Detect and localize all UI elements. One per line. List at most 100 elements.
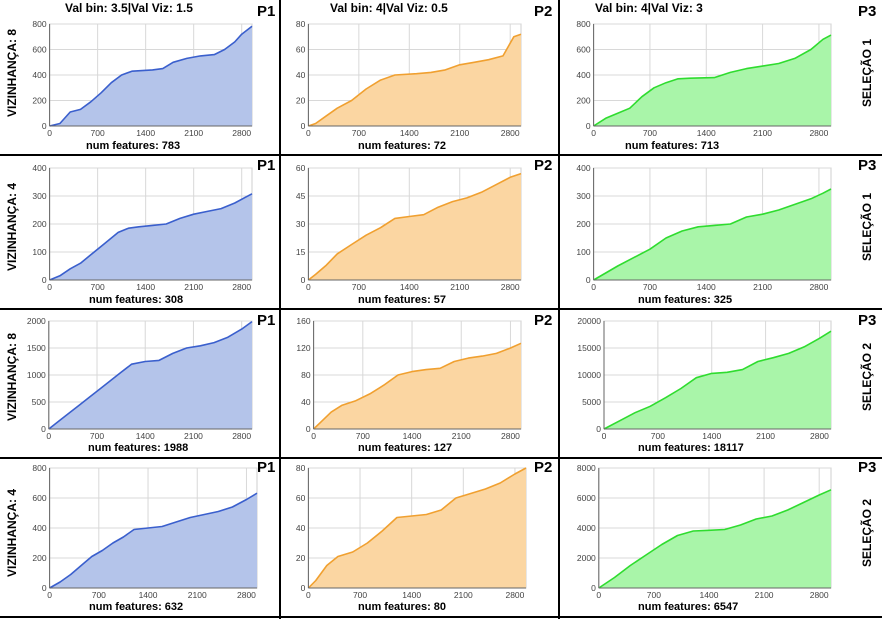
chart-svg: 0 200 400 600 800 0 700 1400 2100 2800 xyxy=(32,463,258,600)
x-tick-label: 0 xyxy=(47,128,52,138)
y-tick-label: 800 xyxy=(576,19,590,29)
y-tick-label: 100 xyxy=(32,247,46,257)
series-area xyxy=(48,321,252,429)
chart-svg: 0 20 40 60 80 0 700 1400 2100 2800 xyxy=(296,463,527,600)
x-tick-label: 2100 xyxy=(756,431,775,441)
y-tick-label: 80 xyxy=(301,370,311,380)
y-tick-label: 600 xyxy=(32,493,46,503)
x-tick-label: 2800 xyxy=(232,128,251,138)
y-tick-label: 60 xyxy=(296,163,306,173)
series-line xyxy=(313,342,522,430)
chart-caption: num features: 325 xyxy=(638,294,733,306)
y-tick-label: 400 xyxy=(576,163,590,173)
panel-label-p2: P2 xyxy=(534,459,553,476)
chart-cell-r4-p1: 0 200 400 600 800 0 700 1400 2100 2800 num feature… xyxy=(26,462,261,616)
y-tick-label: 200 xyxy=(32,553,46,563)
x-tick-label: 2100 xyxy=(450,282,469,292)
series-area xyxy=(604,331,831,429)
x-tick-label: 0 xyxy=(591,282,596,292)
column-title-p3: Val bin: 4|Val Viz: 3 xyxy=(595,1,703,15)
x-tick-label: 2800 xyxy=(809,282,828,292)
x-tick-label: 0 xyxy=(306,282,311,292)
chart-cell-r3-p1: 0 500 1000 1500 2000 0 700 1400 2100 2800 num feat… xyxy=(20,315,256,457)
series-area xyxy=(593,189,831,280)
row-label-right-3: SELEÇÃO 2 xyxy=(860,342,875,412)
chart-cell-r1-p3: 0 200 400 600 800 0 700 1400 2100 2800 num feature… xyxy=(570,18,835,154)
chart-cell-r4-p2: 0 20 40 60 80 0 700 1400 2100 2800 num features: 8… xyxy=(290,462,530,616)
chart-caption: num features: 72 xyxy=(358,140,447,152)
x-tick-label: 2800 xyxy=(505,590,524,600)
x-tick-label: 700 xyxy=(651,431,665,441)
x-tick-label: 2800 xyxy=(810,431,829,441)
y-tick-label: 400 xyxy=(32,163,46,173)
y-tick-label: 800 xyxy=(32,19,46,29)
y-tick-label: 1000 xyxy=(27,370,46,380)
y-tick-label: 0 xyxy=(42,121,47,131)
x-tick-label: 700 xyxy=(356,431,370,441)
y-tick-label: 400 xyxy=(32,523,46,533)
x-tick-label: 1400 xyxy=(702,431,721,441)
y-tick-label: 4000 xyxy=(577,523,596,533)
chart-svg: 0 20 40 60 80 0 700 1400 2100 2800 xyxy=(296,19,522,138)
x-tick-label: 1400 xyxy=(136,431,155,441)
chart-svg: 0 500 1000 1500 2000 0 700 1400 2100 2800 xyxy=(27,316,253,441)
chart-caption: num features: 632 xyxy=(89,601,184,613)
y-tick-label: 45 xyxy=(296,191,306,201)
series-area xyxy=(308,34,521,127)
chart-cell-r1-p1: 0 200 400 600 800 0 700 1400 2100 2800 num feature… xyxy=(26,18,256,154)
y-tick-label: 20 xyxy=(296,96,306,106)
series-line xyxy=(307,467,527,589)
y-tick-label: 80 xyxy=(296,463,306,473)
chart-svg: 0 40 80 120 160 0 700 1400 2100 2800 xyxy=(296,316,522,441)
y-tick-label: 40 xyxy=(296,523,306,533)
x-tick-label: 0 xyxy=(47,282,52,292)
series-area xyxy=(49,493,257,588)
y-tick-label: 0 xyxy=(596,424,601,434)
series-area xyxy=(598,489,831,588)
x-tick-label: 1400 xyxy=(697,282,716,292)
panel-label-p2: P2 xyxy=(534,312,553,329)
series-line xyxy=(603,330,832,430)
x-tick-label: 2100 xyxy=(452,431,471,441)
x-tick-label: 0 xyxy=(311,431,316,441)
series-line xyxy=(49,492,258,589)
y-tick-label: 8000 xyxy=(577,463,596,473)
y-tick-label: 10000 xyxy=(577,370,601,380)
x-tick-label: 1400 xyxy=(697,128,716,138)
panel-label-p1: P1 xyxy=(257,157,276,174)
series-line xyxy=(49,25,253,127)
x-tick-label: 700 xyxy=(647,590,661,600)
x-tick-label: 0 xyxy=(47,590,52,600)
y-tick-label: 0 xyxy=(42,275,47,285)
chart-cell-r4-p3: 0 2000 4000 6000 8000 0 700 1400 2100 2800 num fea… xyxy=(570,462,835,616)
column-title-p1: Val bin: 3.5|Val Viz: 1.5 xyxy=(65,1,193,15)
chart-caption: num features: 18117 xyxy=(638,442,744,454)
chart-caption: num features: 6547 xyxy=(638,601,739,613)
chart-cell-r2-p2: 0 15 30 45 60 0 700 1400 2100 2800 num features: 5… xyxy=(290,162,525,308)
row-divider-3 xyxy=(0,457,882,459)
x-tick-label: 0 xyxy=(306,128,311,138)
x-tick-label: 2800 xyxy=(237,590,256,600)
y-tick-label: 160 xyxy=(296,316,310,326)
x-tick-label: 2800 xyxy=(501,128,520,138)
chart-caption: num features: 57 xyxy=(358,294,447,306)
chart-svg: 0 200 400 600 800 0 700 1400 2100 2800 xyxy=(576,19,832,138)
x-tick-label: 1400 xyxy=(400,282,419,292)
y-tick-label: 40 xyxy=(296,70,306,80)
chart-svg: 0 5000 10000 15000 20000 0 700 1400 2100 2800 xyxy=(577,316,832,441)
row-label-left-4: VIZINHANÇA: 4 xyxy=(5,488,20,578)
series-line xyxy=(307,172,522,281)
panel-label-p3: P3 xyxy=(858,157,877,174)
chart-svg: 0 15 30 45 60 0 700 1400 2100 2800 xyxy=(296,163,522,292)
x-tick-label: 1400 xyxy=(402,590,421,600)
x-tick-label: 2100 xyxy=(450,128,469,138)
bottom-border xyxy=(0,616,882,618)
row-label-right-2: SELEÇÃO 1 xyxy=(860,192,875,262)
chart-caption: num features: 127 xyxy=(358,442,453,454)
y-tick-label: 0 xyxy=(41,424,46,434)
panel-label-p1: P1 xyxy=(257,3,276,20)
row-label-left-1: VIZINHANÇA: 8 xyxy=(5,28,20,118)
x-tick-label: 0 xyxy=(46,431,51,441)
y-tick-label: 0 xyxy=(301,121,306,131)
x-tick-label: 700 xyxy=(353,590,367,600)
